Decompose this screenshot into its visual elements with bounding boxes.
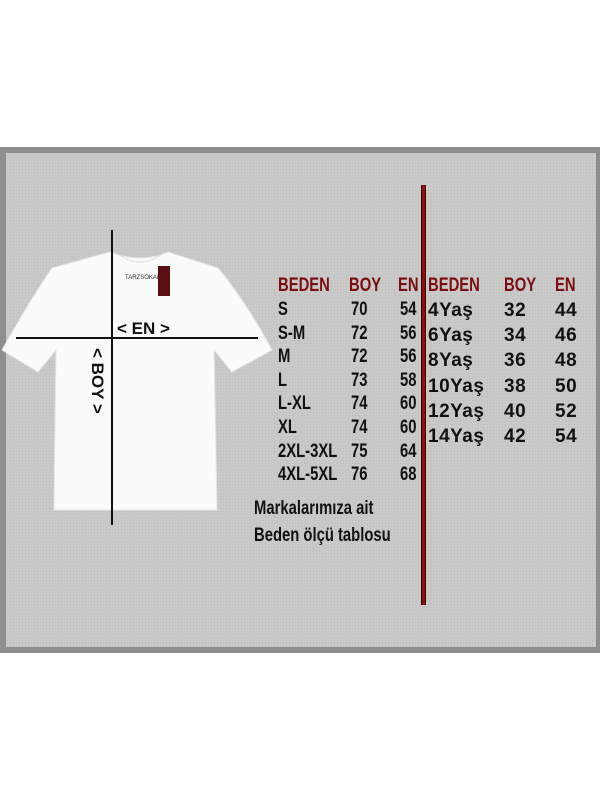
adult-cell: 68: [400, 464, 417, 486]
kids-header-beden: BEDEN: [428, 275, 480, 296]
width-label: < EN >: [117, 319, 170, 338]
kids-cell: 12Yaş: [428, 400, 485, 422]
kids-cell: 54: [555, 426, 578, 447]
adult-header-en: EN: [398, 275, 419, 296]
adult-cell: XL: [278, 417, 297, 438]
adult-cell: 56: [400, 322, 417, 344]
footer-line-1: Markalarımıza ait: [254, 498, 374, 519]
adult-cell: 64: [400, 440, 417, 462]
brand-label: TARZSOKAK: [125, 275, 161, 281]
adult-cell: 70: [351, 299, 368, 320]
kids-cell: 6Yaş: [428, 325, 474, 347]
kids-cell: 50: [555, 375, 578, 397]
adult-cell: L: [278, 369, 288, 391]
kids-cell: 44: [555, 300, 578, 321]
size-chart-frame: [0, 147, 600, 653]
adult-cell: 54: [400, 299, 417, 320]
kids-cell: 40: [504, 400, 527, 422]
adult-cell: S: [278, 299, 288, 320]
adult-cell: S-M: [278, 322, 306, 344]
adult-header-beden: BEDEN: [278, 275, 330, 296]
kids-cell: 8Yaş: [428, 350, 474, 372]
adult-cell: 73: [351, 369, 368, 391]
adult-cell: 72: [351, 322, 368, 344]
kids-cell: 4Yaş: [428, 300, 474, 321]
kids-header-boy: BOY: [504, 275, 537, 296]
tshirt-illustration: TARZSOKAK < EN > < BOY >: [1, 230, 273, 525]
kids-cell: 48: [555, 350, 578, 372]
kids-cell: 42: [504, 426, 527, 447]
adult-cell: 74: [351, 417, 368, 438]
adult-cell: 4XL-5XL: [278, 464, 338, 486]
kids-cell: 38: [504, 375, 527, 397]
kids-cell: 46: [555, 325, 578, 347]
adult-cell: L-XL: [278, 393, 311, 415]
adult-cell: 74: [351, 393, 368, 415]
adult-cell: 75: [351, 440, 368, 462]
kids-header-en: EN: [555, 275, 576, 296]
adult-cell: M: [278, 346, 291, 368]
kids-cell: 52: [555, 400, 578, 422]
adult-cell: 60: [400, 417, 417, 438]
kids-cell: 36: [504, 350, 527, 372]
table-divider: [421, 185, 426, 605]
kids-cell: 34: [504, 325, 527, 347]
kids-cell: 10Yaş: [428, 375, 485, 397]
kids-cell: 32: [504, 300, 527, 321]
footer-line-2: Beden ölçü tablosu: [254, 525, 391, 546]
adult-header-boy: BOY: [349, 275, 382, 296]
adult-cell: 56: [400, 346, 417, 368]
length-label: < BOY >: [88, 348, 107, 414]
kids-cell: 14Yaş: [428, 426, 485, 447]
adult-cell: 60: [400, 393, 417, 415]
adult-cell: 58: [400, 369, 417, 391]
adult-cell: 72: [351, 346, 368, 368]
adult-cell: 2XL-3XL: [278, 440, 338, 462]
hang-tag-icon: [158, 266, 170, 296]
adult-cell: 76: [351, 464, 368, 486]
